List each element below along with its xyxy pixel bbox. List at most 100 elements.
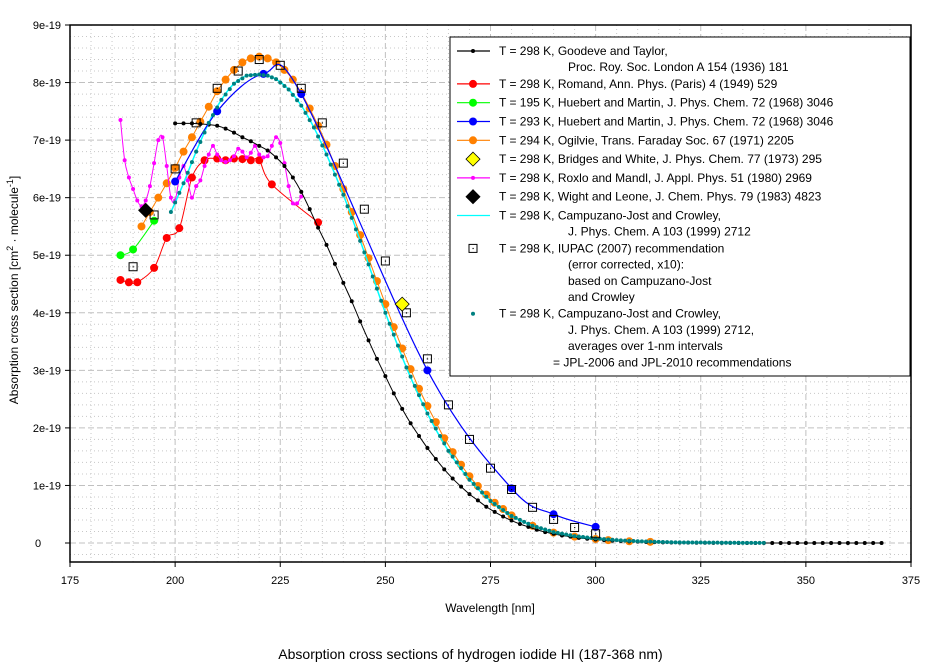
data-point [492, 501, 497, 506]
data-point [175, 224, 184, 233]
data-point [374, 356, 379, 361]
data-point [116, 275, 125, 284]
data-point [137, 222, 146, 231]
data-point [194, 149, 199, 154]
y-axis-ticks: 0 1e-19 2e-19 3e-19 4e-19 5e-19 6e-19 7e-19 8e-1… [33, 20, 70, 550]
data-point [395, 343, 400, 348]
data-point [181, 121, 186, 126]
data-point [482, 490, 491, 499]
data-point [320, 143, 325, 148]
data-point [761, 540, 766, 545]
data-point [749, 540, 754, 545]
data-point [248, 150, 253, 155]
data-point [433, 426, 438, 431]
data-point [236, 79, 241, 84]
data-point [263, 54, 272, 63]
series-line [174, 63, 596, 528]
data-point [290, 201, 295, 206]
data-point [555, 530, 560, 535]
data-point [328, 162, 333, 167]
data-point-center [574, 526, 576, 529]
data-point [274, 135, 279, 140]
data-point [400, 406, 405, 411]
legend-label: T = 298 K, Wight and Leone, J. Chem. Phy… [499, 190, 822, 204]
legend-entry: T = 298 K, Wight and Leone, J. Chem. Phy… [465, 189, 822, 205]
data-point [812, 541, 817, 546]
data-point [202, 130, 207, 135]
data-point [332, 172, 337, 177]
legend-label: Proc. Roy. Soc. London A 154 (1936) 181 [568, 60, 789, 74]
data-point [171, 163, 180, 172]
data-point [359, 204, 369, 214]
data-point [770, 541, 775, 546]
data-point [370, 274, 375, 279]
series-9 [128, 55, 601, 539]
data-point [215, 105, 220, 110]
data-point [200, 156, 209, 165]
data-point [526, 524, 531, 529]
data-point [568, 533, 573, 538]
legend-label: T = 293 K, Huebert and Martin, J. Phys. … [499, 115, 834, 129]
data-point [484, 504, 489, 509]
data-point [862, 541, 867, 546]
data-point [549, 510, 558, 519]
data-point [213, 154, 222, 163]
data-point [187, 133, 196, 142]
data-point [591, 522, 600, 531]
data-point [212, 83, 222, 93]
data-point [265, 148, 270, 153]
legend-label: and Crowley [568, 290, 635, 304]
figure-caption: Absorption cross sections of hydrogen io… [278, 646, 663, 662]
data-point [156, 138, 161, 143]
data-point [673, 540, 678, 545]
data-point [128, 262, 138, 272]
y-tick-label: 5e-19 [33, 250, 61, 262]
data-point [168, 210, 173, 215]
data-point [261, 73, 266, 78]
data-point [231, 154, 236, 159]
data-point [254, 55, 264, 65]
legend-label: T = 298 K, Campuzano-Jost and Crowley, [499, 209, 721, 223]
y-tick-label: 1e-19 [33, 480, 61, 492]
data-point [602, 537, 607, 542]
data-point [572, 534, 577, 539]
legend-label: based on Campuzano-Jost [568, 274, 712, 288]
data-point [795, 541, 800, 546]
data-point [623, 538, 628, 543]
legend-box [449, 36, 911, 377]
data-point [311, 125, 316, 130]
legend-label: J. Phys. Chem. A 103 (1999) 2712, [568, 323, 754, 337]
data-point [233, 66, 243, 76]
data-point [543, 527, 548, 532]
data-point [606, 537, 611, 542]
data-point [240, 135, 245, 140]
data-point [265, 73, 270, 78]
data-point [341, 192, 346, 197]
legend: T = 298 K, Goodeve and Taylor, Proc. Roy.… [449, 36, 911, 377]
data-point [686, 540, 691, 545]
data-point [358, 319, 363, 324]
data-point [417, 393, 422, 398]
data-point [171, 177, 180, 186]
data-point [177, 190, 182, 195]
data-point [417, 433, 422, 438]
data-point [278, 80, 283, 85]
data-point [648, 539, 653, 544]
series-line [120, 157, 319, 284]
data-point [383, 374, 388, 379]
data-point [213, 107, 222, 116]
data-point [257, 72, 262, 77]
data-point-center [132, 266, 134, 268]
data-point [732, 540, 737, 545]
data-point [149, 210, 159, 220]
data-point [391, 332, 396, 337]
data-point [871, 541, 876, 546]
data-point [206, 152, 211, 157]
data-point [332, 261, 337, 266]
data-point [379, 298, 384, 303]
data-point [690, 540, 695, 545]
data-point [547, 528, 552, 533]
data-point [845, 541, 850, 546]
data-point-center [153, 214, 155, 216]
data-point-center [447, 404, 450, 406]
